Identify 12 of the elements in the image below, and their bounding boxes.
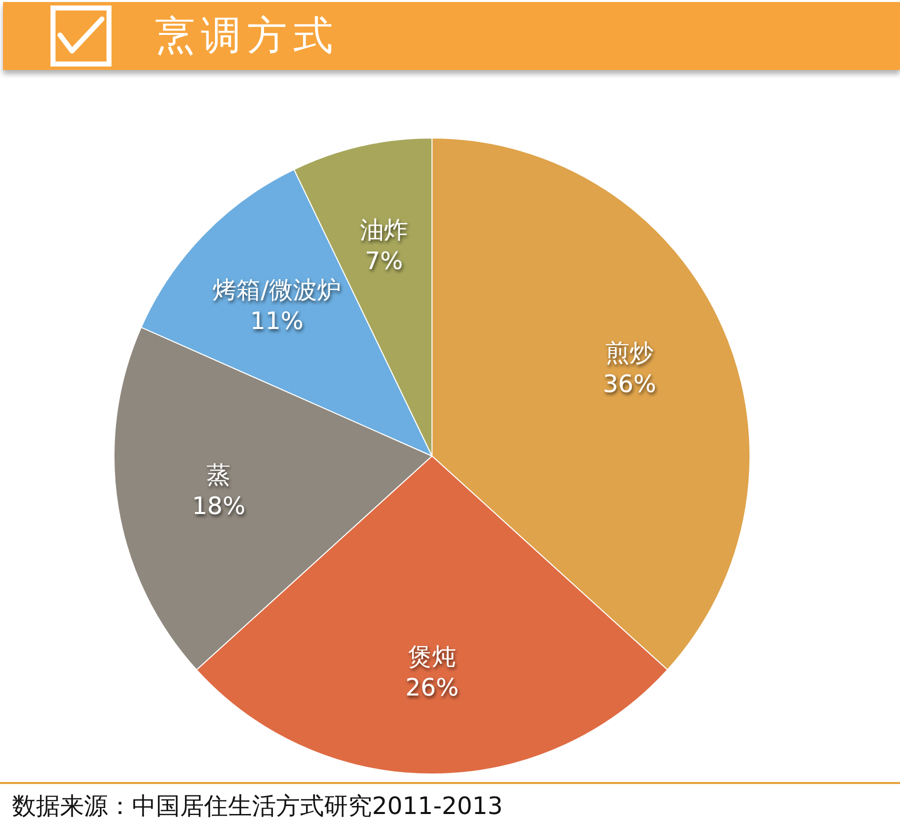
data-label: 36%	[602, 370, 656, 398]
source-note: 数据来源：中国居住生活方式研究2011-2013	[12, 791, 503, 822]
slice-label: 煎炒	[606, 339, 654, 368]
slice-label: 烤箱/微波炉	[212, 276, 341, 304]
slice-label: 油炸	[360, 216, 408, 244]
chart-title: 烹调方式	[155, 12, 339, 61]
slice-label: 煲炖	[408, 642, 456, 671]
data-label: 7%	[364, 246, 403, 275]
data-label: 26%	[405, 674, 459, 702]
data-label: 11%	[250, 307, 304, 336]
data-label: 18%	[192, 492, 246, 520]
slice-label: 蒸	[206, 460, 231, 489]
